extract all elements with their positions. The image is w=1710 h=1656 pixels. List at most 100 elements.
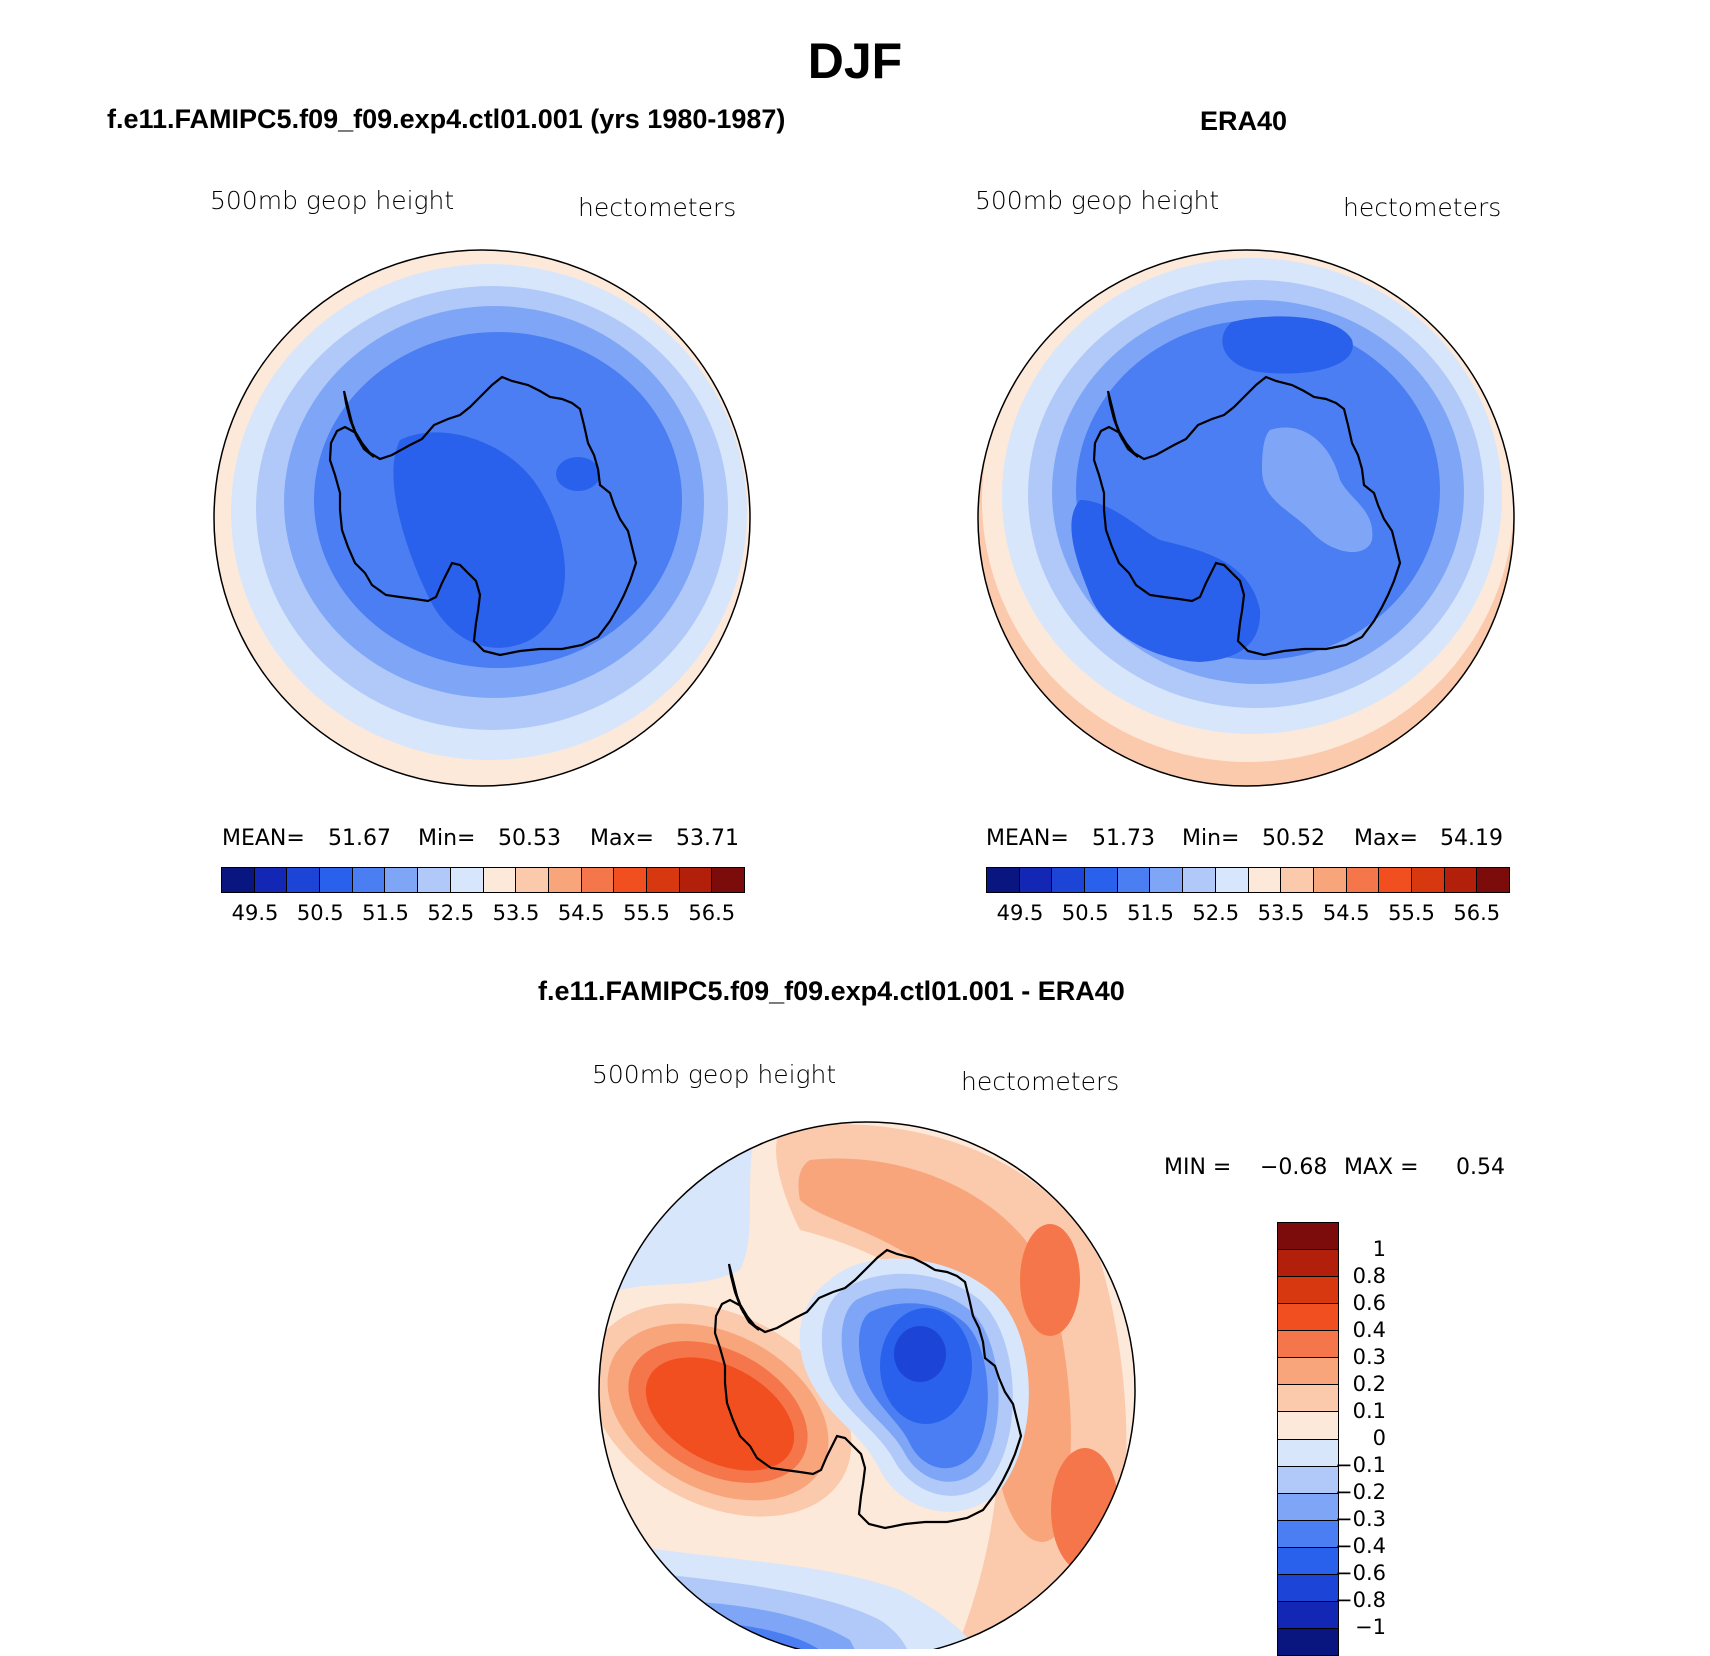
colorbar-tick-label: 1: [1372, 1237, 1386, 1261]
colorbar-tick-label: −0.2: [1335, 1480, 1386, 1504]
colorbar-tick-label: 53.5: [1257, 901, 1305, 925]
obs-units-label: hectometers: [1343, 193, 1502, 222]
colorbar-swatch: [516, 868, 549, 892]
colorbar-swatch: [1278, 1466, 1338, 1494]
colorbar-tick-label: −0.3: [1335, 1507, 1386, 1531]
colorbar-swatch: [1183, 868, 1216, 892]
diff-panel-title: f.e11.FAMIPC5.f09_f09.exp4.ctl01.001 - E…: [538, 976, 1125, 1006]
colorbar-swatch: [987, 868, 1020, 892]
model-variable-label: 500mb geop height: [210, 186, 455, 215]
colorbar-swatch: [1052, 868, 1086, 892]
colorbar-swatch: [1379, 868, 1412, 892]
model-panel-title: f.e11.FAMIPC5.f09_f09.exp4.ctl01.001 (yr…: [107, 104, 786, 134]
colorbar-swatch: [1278, 1601, 1338, 1629]
colorbar-swatch: [1278, 1439, 1338, 1467]
model-max-label: Max=: [590, 826, 654, 851]
colorbar-swatch: [679, 868, 713, 892]
colorbar-tick-label: 50.5: [1061, 901, 1109, 925]
figure-title: DJF: [807, 33, 903, 89]
model-min-value: 50.53: [498, 826, 561, 851]
colorbar-swatch: [222, 868, 255, 892]
colorbar-swatch: [1278, 1331, 1338, 1359]
colorbar-swatch: [1444, 868, 1478, 892]
colorbar-swatch: [1278, 1358, 1338, 1386]
colorbar-tick-label: 0.2: [1352, 1372, 1386, 1396]
colorbar-swatch: [418, 868, 451, 892]
colorbar-tick-label: 0.3: [1352, 1345, 1386, 1369]
colorbar-swatch: [385, 868, 419, 892]
colorbar-tick-label: 51.5: [1127, 901, 1174, 925]
obs-max-label: Max=: [1354, 826, 1418, 851]
obs-mean-value: 51.73: [1092, 826, 1155, 851]
colorbar-tick-label: 56.5: [688, 901, 736, 925]
colorbar-swatch: [320, 868, 353, 892]
colorbar-tick-label: −0.8: [1335, 1588, 1386, 1612]
colorbar-tick-label: −0.4: [1335, 1534, 1386, 1558]
colorbar-swatch: [483, 868, 517, 892]
colorbar-swatch: [1019, 868, 1053, 892]
obs-min-value: 50.52: [1262, 826, 1325, 851]
colorbar-tick-label: 51.5: [362, 901, 409, 925]
colorbar-tick-label: −0.1: [1335, 1453, 1386, 1477]
colorbar-swatch: [1278, 1385, 1338, 1413]
colorbar-swatch: [287, 868, 321, 892]
model-units-label: hectometers: [578, 193, 737, 222]
colorbar-swatch: [1278, 1520, 1338, 1548]
diff-max-value: 0.54: [1456, 1155, 1505, 1180]
colorbar-tick-label: 53.5: [492, 901, 540, 925]
diff-colorbar: [1277, 1222, 1339, 1656]
colorbar-swatch: [614, 868, 647, 892]
colorbar-tick-label: 0.1: [1352, 1399, 1386, 1423]
colorbar-tick-label: 0.4: [1352, 1318, 1386, 1342]
colorbar-swatch: [450, 868, 484, 892]
model-mean-label: MEAN=: [222, 826, 305, 851]
model-mean-value: 51.67: [328, 826, 391, 851]
colorbar-swatch: [1278, 1493, 1338, 1521]
colorbar-swatch: [1215, 868, 1249, 892]
colorbar-swatch: [1278, 1250, 1338, 1278]
colorbar-swatch: [1411, 868, 1445, 892]
colorbar-swatch: [1278, 1223, 1338, 1251]
colorbar-tick-label: −0.6: [1335, 1561, 1386, 1585]
colorbar-swatch: [1477, 868, 1509, 892]
colorbar-tick-label: −1: [1355, 1615, 1386, 1639]
colorbar-swatch: [254, 868, 288, 892]
colorbar-tick-label: 56.5: [1453, 901, 1501, 925]
colorbar-swatch: [548, 868, 582, 892]
obs-map: [977, 249, 1515, 787]
obs-min-label: Min=: [1182, 826, 1240, 851]
colorbar-swatch: [1248, 868, 1282, 892]
model-max-value: 53.71: [676, 826, 739, 851]
model-min-label: Min=: [418, 826, 476, 851]
colorbar-tick-label: 0.8: [1352, 1264, 1386, 1288]
colorbar-swatch: [352, 868, 386, 892]
colorbar-tick-label: 54.5: [557, 901, 605, 925]
colorbar-tick-label: 52.5: [427, 901, 475, 925]
colorbar-swatch: [1278, 1277, 1338, 1305]
colorbar-tick-label: 50.5: [296, 901, 344, 925]
colorbar-tick-label: 52.5: [1192, 901, 1240, 925]
colorbar-swatch: [1313, 868, 1347, 892]
diff-min-label: MIN =: [1164, 1155, 1232, 1180]
colorbar-swatch: [1346, 868, 1380, 892]
colorbar-swatch: [1281, 868, 1314, 892]
colorbar-tick-label: 49.5: [996, 901, 1044, 925]
colorbar-swatch: [1278, 1574, 1338, 1602]
diff-max-label: MAX =: [1344, 1155, 1419, 1180]
colorbar-swatch: [1278, 1547, 1338, 1575]
colorbar-tick-label: 55.5: [1388, 901, 1435, 925]
obs-mean-label: MEAN=: [986, 826, 1069, 851]
colorbar-tick-label: 49.5: [231, 901, 279, 925]
diff-units-label: hectometers: [961, 1067, 1120, 1096]
colorbar-swatch: [581, 868, 615, 892]
colorbar-tick-label: 0.6: [1352, 1291, 1386, 1315]
colorbar-swatch: [1117, 868, 1151, 892]
colorbar-swatch: [1278, 1304, 1338, 1332]
colorbar-swatch: [646, 868, 680, 892]
colorbar-tick-label: 0: [1372, 1426, 1386, 1450]
colorbar-swatch: [1085, 868, 1118, 892]
obs-variable-label: 500mb geop height: [975, 186, 1220, 215]
model-map: [213, 249, 751, 787]
diff-variable-label: 500mb geop height: [592, 1060, 837, 1089]
diff-map: [598, 1121, 1136, 1649]
